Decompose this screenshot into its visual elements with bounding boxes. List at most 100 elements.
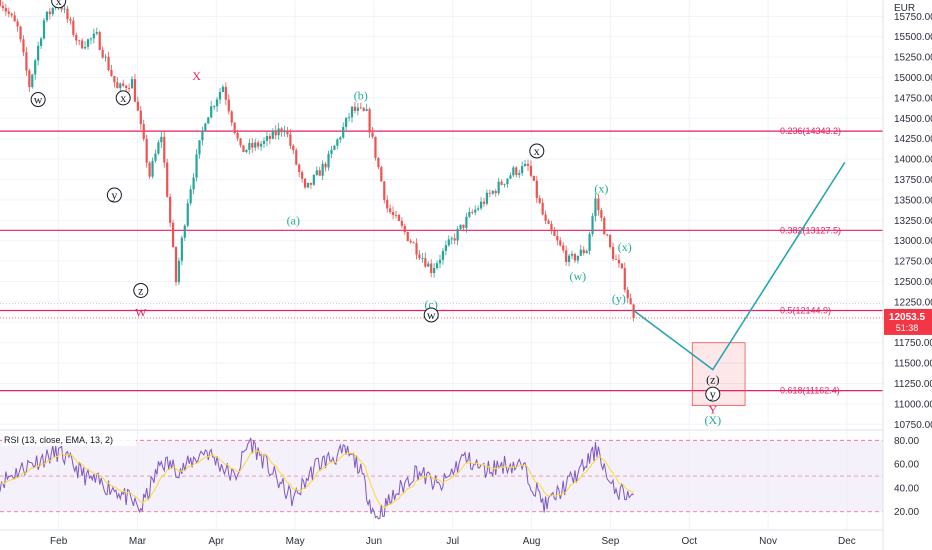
- candle-body: [25, 52, 28, 71]
- candle-body: [477, 208, 480, 210]
- currency-label: EUR: [894, 3, 915, 14]
- rsi-tick-label: 60.00: [894, 460, 919, 471]
- candle-body: [611, 246, 615, 260]
- price-tick-label: 13500.00: [894, 195, 932, 206]
- candle-body: [0, 0, 2, 6]
- candle-body: [327, 153, 330, 168]
- candle-body: [626, 289, 629, 299]
- candle-body: [1, 5, 5, 9]
- candle-body: [438, 259, 442, 264]
- bar-countdown: 51:38: [896, 323, 919, 333]
- candle-body: [368, 109, 371, 133]
- wave-label: (y): [612, 292, 626, 306]
- candle-body: [570, 254, 574, 256]
- candle-body: [268, 136, 271, 139]
- wave-circle: [30, 92, 46, 108]
- candle-body: [474, 209, 477, 213]
- candle-body: [406, 232, 409, 241]
- time-axis[interactable]: Feb Mar Apr May Jun Jul Aug Sep Oct Nov Dec: [0, 529, 883, 547]
- candle-body: [538, 198, 541, 203]
- candle-body: [447, 239, 450, 246]
- candle-body: [104, 56, 107, 58]
- fib-levels: 0.236(14343.2) 0.382(13127.5) 0.5(12144.9)…: [0, 126, 883, 396]
- candle-body: [347, 117, 351, 119]
- candle-body: [69, 19, 72, 21]
- candle-body: [433, 268, 436, 273]
- candle-body: [350, 106, 354, 118]
- candle-body: [259, 143, 263, 147]
- candle-body: [133, 79, 137, 102]
- candle-body: [248, 143, 251, 150]
- projection-line: [633, 161, 846, 371]
- candle-body: [16, 21, 19, 27]
- candle-body: [204, 123, 207, 131]
- candle-body: [345, 117, 348, 128]
- candle-body: [318, 170, 321, 176]
- candle-body: [189, 189, 192, 204]
- candle-body: [535, 180, 538, 199]
- candle-body: [374, 136, 377, 158]
- candle-body: [468, 212, 471, 217]
- candle-body: [573, 254, 577, 261]
- price-tick-label: 14250.00: [894, 134, 932, 145]
- candle-body: [218, 91, 222, 100]
- wave-label: w: [427, 308, 436, 322]
- price-tick-label: 15000.00: [894, 73, 932, 84]
- candle-body: [356, 107, 359, 111]
- candle-body: [157, 142, 160, 154]
- candle-body: [127, 88, 131, 89]
- wave-label: (c): [425, 297, 438, 311]
- candle-body: [600, 210, 603, 218]
- candle-body: [353, 106, 357, 111]
- candle-body: [456, 228, 459, 241]
- candle-body: [565, 250, 568, 262]
- candle-body: [227, 99, 230, 112]
- candle-body: [465, 216, 468, 228]
- candle-body: [333, 145, 336, 150]
- candle-body: [92, 33, 95, 39]
- candle-body: [34, 60, 37, 75]
- candle-body: [195, 154, 198, 178]
- candle-body: [63, 8, 66, 10]
- candle-body: [521, 165, 524, 174]
- time-tick-label: May: [286, 536, 305, 547]
- candle-body: [453, 238, 456, 241]
- candle-body: [532, 175, 535, 181]
- wave-label: Y: [708, 403, 717, 417]
- candle-body: [257, 142, 260, 147]
- candle-body: [245, 149, 248, 153]
- wave-circle: [115, 90, 131, 106]
- candle-body: [450, 238, 453, 240]
- price-axis-bg: [883, 0, 932, 550]
- candle-body: [441, 250, 445, 260]
- candle-body: [312, 174, 315, 185]
- rsi-tick-label: 80.00: [894, 436, 919, 447]
- candle-body: [620, 263, 623, 269]
- price-tick-label: 14500.00: [894, 114, 932, 125]
- price-tick-label: 15750.00: [894, 12, 932, 23]
- candle-body: [503, 184, 506, 185]
- candle-body: [576, 255, 579, 261]
- candle-body: [213, 106, 216, 107]
- candle-body: [145, 138, 148, 163]
- candle-body: [48, 11, 51, 15]
- price-tick-label: 11500.00: [894, 359, 932, 370]
- candle-body: [462, 224, 465, 228]
- price-tick-label: 13250.00: [894, 216, 932, 227]
- candle-body: [362, 107, 365, 111]
- candle-body: [609, 235, 612, 247]
- candle-body: [386, 199, 389, 209]
- candle-body: [559, 240, 562, 246]
- price-tick-label: 11000.00: [894, 399, 932, 410]
- candle-body: [298, 164, 301, 173]
- candle-body: [606, 234, 609, 236]
- candle-body: [277, 128, 280, 136]
- candle-body: [403, 225, 406, 233]
- candle-body: [383, 181, 386, 200]
- last-price-badge: [884, 308, 932, 335]
- candle-body: [303, 178, 307, 188]
- candle-body: [180, 237, 183, 261]
- candle-body: [444, 245, 447, 251]
